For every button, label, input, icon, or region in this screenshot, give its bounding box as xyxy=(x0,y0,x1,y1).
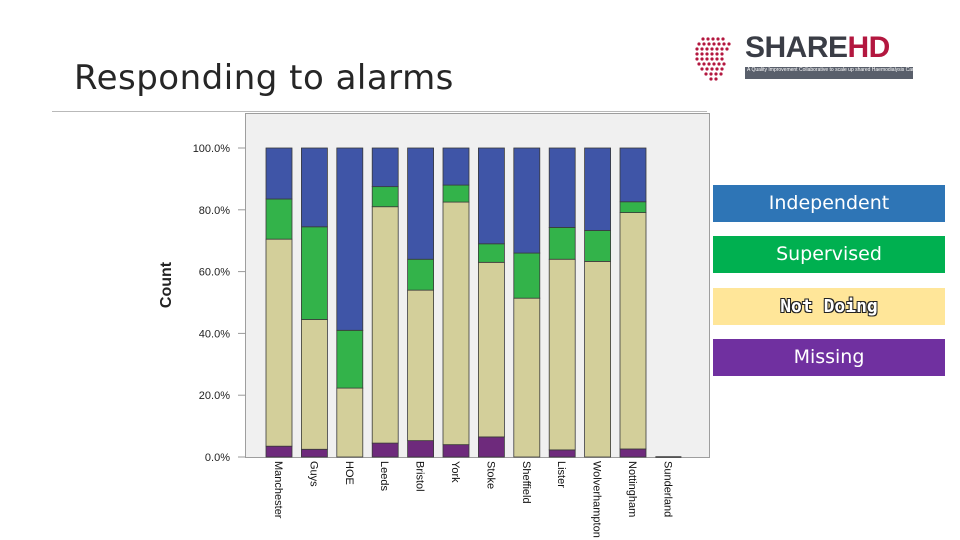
bar-segment-supervised xyxy=(407,258,435,291)
bar-segment-missing xyxy=(407,440,435,458)
bar-segment-missing xyxy=(265,445,293,458)
header-divider xyxy=(52,111,707,112)
bar-segment-not_doing xyxy=(300,319,328,450)
y-tick-label: 100.0% xyxy=(193,143,231,155)
bar-segment-supervised xyxy=(619,201,647,213)
bar-segment-independent xyxy=(407,147,435,260)
bar-segment-independent xyxy=(336,147,364,331)
bar-segment-independent xyxy=(300,147,328,228)
x-tick-label: Stoke xyxy=(484,461,496,489)
bar-segment-supervised xyxy=(300,226,328,320)
logo-tagline: A Quality Improvement Collaborative to s… xyxy=(745,67,913,79)
y-tick-label: 0.0% xyxy=(205,452,230,464)
bar-segment-independent xyxy=(265,147,293,200)
bar-segment-supervised xyxy=(265,198,293,240)
bar-segment-not_doing xyxy=(371,206,399,444)
sharehd-logo: SHAREHD A Quality Improvement Collaborat… xyxy=(693,33,925,85)
x-tick-label: Lister xyxy=(555,461,567,488)
x-tick-label: Leeds xyxy=(378,461,390,491)
x-tick-label: York xyxy=(449,461,461,483)
x-tick-label: Manchester xyxy=(272,461,284,519)
slide-title: Responding to alarms xyxy=(74,58,454,98)
bar-segment-missing xyxy=(548,449,576,458)
bar-segment-supervised xyxy=(442,184,470,203)
y-tick-label: 20.0% xyxy=(199,390,230,402)
bar-segment-not_doing xyxy=(442,201,470,446)
logo-hd-text: HD xyxy=(847,31,891,64)
bar-segment-independent xyxy=(371,147,399,188)
bar-segment-not_doing xyxy=(336,387,364,458)
bar-segment-missing xyxy=(477,436,505,458)
bar-segment-supervised xyxy=(477,243,505,263)
x-tick-label: Bristol xyxy=(414,461,426,492)
bar-segment-not_doing xyxy=(477,261,505,438)
logo-wordmark: SHAREHD xyxy=(745,33,890,63)
bar-segment-supervised xyxy=(548,227,576,260)
x-tick-label: Sheffield xyxy=(520,461,532,504)
bar-segment-supervised xyxy=(584,230,611,262)
bar-segment-missing xyxy=(619,448,647,458)
y-tick-label: 80.0% xyxy=(199,205,230,217)
bar-segment-not_doing xyxy=(548,258,576,451)
bar-segment-missing xyxy=(371,442,399,458)
y-axis-title: Count xyxy=(158,261,175,308)
x-tick-label: HOE xyxy=(343,461,355,485)
x-tick-label: Guys xyxy=(307,461,319,487)
x-tick-label: Wolverhampton xyxy=(591,461,603,538)
bar-segment-not_doing xyxy=(619,212,647,450)
bar-segment-not_doing xyxy=(265,238,293,447)
legend-supervised: Supervised xyxy=(713,236,945,273)
bar-segment-independent xyxy=(619,147,647,203)
y-tick-label: 40.0% xyxy=(199,328,230,340)
bar-segment-supervised xyxy=(371,186,399,208)
bar-segment-missing xyxy=(442,444,470,458)
bar-segment-not_doing xyxy=(584,261,611,458)
bar-segment-supervised xyxy=(336,329,364,389)
legend-not-doing: Not Doing xyxy=(713,288,945,325)
bar-segment-independent xyxy=(513,147,541,254)
logo-share-text: SHARE xyxy=(745,31,848,64)
bar-segment-missing xyxy=(300,448,328,458)
legend-missing: Missing xyxy=(713,339,945,376)
bar-segment-independent xyxy=(584,147,611,231)
bar-segment-independent xyxy=(477,147,505,245)
y-tick-label: 60.0% xyxy=(199,267,230,279)
bar-segment-not_doing xyxy=(513,297,541,458)
bar-segment-not_doing xyxy=(407,289,435,442)
bar-segment-independent xyxy=(548,147,576,228)
dot-heart-icon xyxy=(695,37,731,81)
bar-segment-supervised xyxy=(513,252,541,299)
bar-segment-independent xyxy=(442,147,470,186)
x-tick-label: Sunderland xyxy=(661,461,673,517)
x-tick-label: Nottingham xyxy=(626,461,638,517)
legend-independent: Independent xyxy=(713,185,945,222)
